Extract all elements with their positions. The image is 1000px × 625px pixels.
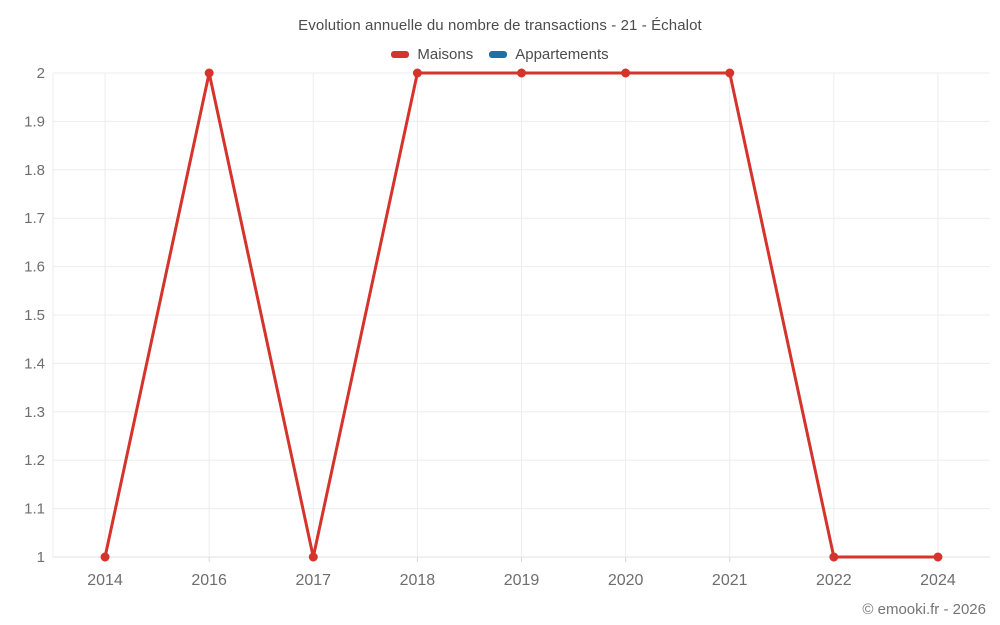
- data-point[interactable]: [621, 68, 631, 78]
- maisons-swatch-icon: [391, 51, 410, 58]
- y-tick-label: 1: [37, 549, 45, 566]
- y-tick-label: 1.6: [24, 259, 45, 276]
- data-point[interactable]: [933, 552, 943, 562]
- y-tick-label: 1.2: [24, 452, 45, 469]
- legend-label-appartements: Appartements: [515, 46, 609, 63]
- x-tick-label: 2021: [712, 572, 748, 589]
- data-point[interactable]: [517, 68, 526, 78]
- data-point[interactable]: [725, 68, 735, 78]
- y-tick-label: 1.3: [24, 404, 45, 421]
- data-point[interactable]: [204, 68, 214, 78]
- appartements-swatch-icon: [489, 51, 508, 58]
- y-tick-label: 1.1: [24, 501, 45, 518]
- legend-item-appartements[interactable]: Appartements: [489, 46, 609, 63]
- data-point[interactable]: [829, 552, 839, 562]
- y-tick-label: 1.8: [24, 162, 45, 179]
- chart-title: Evolution annuelle du nombre de transact…: [298, 17, 702, 34]
- x-tick-label: 2022: [816, 572, 852, 589]
- legend-label-maisons: Maisons: [417, 46, 474, 63]
- x-tick-label: 2016: [191, 572, 227, 589]
- y-tick-label: 1.9: [24, 113, 45, 130]
- y-tick-label: 1.4: [24, 355, 45, 372]
- y-tick-label: 1.5: [24, 307, 45, 324]
- data-point[interactable]: [412, 68, 422, 78]
- x-tick-label: 2024: [920, 572, 956, 589]
- x-tick-label: 2014: [87, 572, 123, 589]
- legend-item-maisons[interactable]: Maisons: [391, 46, 473, 63]
- legend: Maisons Appartements: [0, 46, 1000, 63]
- y-tick-label: 1.7: [24, 210, 45, 227]
- copyright: © emooki.fr - 2026: [862, 601, 986, 618]
- data-point[interactable]: [100, 552, 110, 562]
- x-tick-label: 2017: [295, 572, 331, 589]
- y-tick-label: 2: [37, 65, 45, 82]
- x-tick-label: 2020: [608, 572, 644, 589]
- data-point[interactable]: [308, 552, 318, 562]
- x-tick-label: 2018: [400, 572, 436, 589]
- x-tick-label: 2019: [504, 572, 540, 589]
